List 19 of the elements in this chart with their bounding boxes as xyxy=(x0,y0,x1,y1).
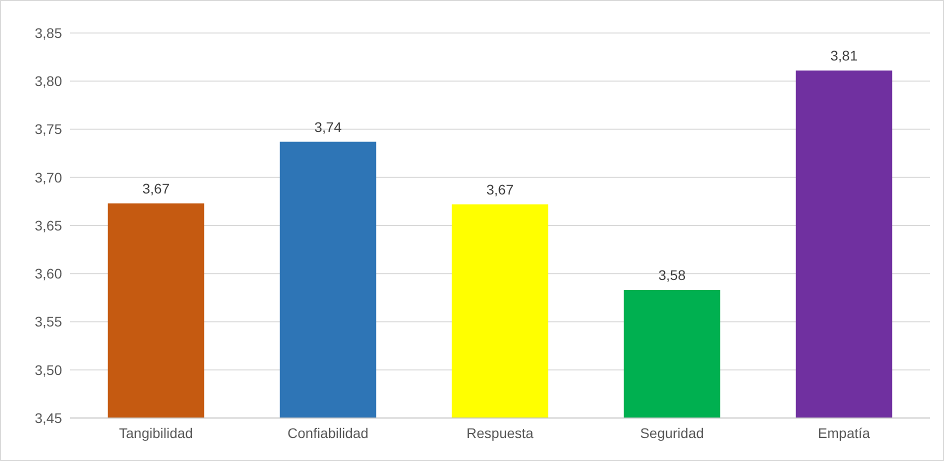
x-tick-label: Seguridad xyxy=(640,425,704,441)
data-label: 3,67 xyxy=(486,181,514,198)
x-tick-label: Respuesta xyxy=(466,425,534,441)
y-tick-label: 3,80 xyxy=(34,73,62,90)
data-label: 3,67 xyxy=(142,180,170,196)
y-tick-label: 3,70 xyxy=(34,169,62,186)
y-tick-label: 3,50 xyxy=(34,362,62,378)
data-label: 3,81 xyxy=(830,48,858,64)
x-tick-label: Empatía xyxy=(818,425,870,441)
y-tick-label: 3,45 xyxy=(34,410,62,426)
y-tick-label: 3,85 xyxy=(34,24,62,41)
x-tick-label: Tangibilidad xyxy=(119,425,193,441)
y-tick-label: 3,75 xyxy=(34,121,62,138)
x-tick-label: Confiabilidad xyxy=(288,425,368,441)
y-tick-label: 3,60 xyxy=(34,266,62,282)
y-tick-label: 3,55 xyxy=(34,314,62,330)
data-label: 3,74 xyxy=(314,118,342,135)
data-label: 3,58 xyxy=(658,266,686,283)
y-tick-label: 3,65 xyxy=(34,217,62,234)
